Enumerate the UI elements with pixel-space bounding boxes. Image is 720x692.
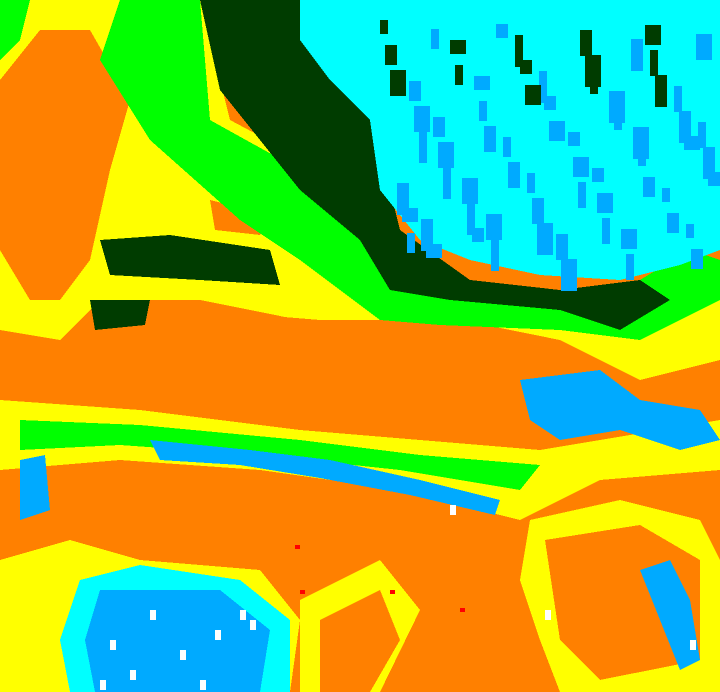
blue-speckle: [380, 20, 388, 34]
blue-speckle: [698, 122, 706, 148]
blue-speckle: [643, 177, 655, 197]
blue-speckle: [414, 106, 430, 132]
red-speckle: [300, 590, 305, 594]
blue-speckle: [556, 234, 568, 260]
blue-speckle: [645, 25, 661, 45]
white-speckle: [150, 610, 156, 620]
blue-speckle: [602, 218, 610, 244]
white-speckle: [215, 630, 221, 640]
blue-speckle: [462, 178, 478, 204]
blue-speckle: [532, 198, 544, 224]
white-speckle: [130, 670, 136, 680]
blue-speckle: [525, 85, 541, 105]
blue-speckle: [609, 91, 625, 123]
white-speckle: [240, 610, 246, 620]
blue-speckle: [484, 126, 496, 152]
blue-speckle: [674, 86, 682, 112]
blue-speckle: [650, 50, 658, 76]
blue-speckle: [544, 96, 556, 110]
dark-green-strip-2: [90, 300, 150, 330]
blue-speckle: [421, 219, 433, 251]
white-speckle: [100, 680, 106, 690]
white-speckle: [180, 650, 186, 660]
blue-speckle: [407, 233, 415, 253]
blue-speckle: [662, 188, 670, 202]
blue-speckle: [539, 71, 547, 103]
blue-speckle: [655, 75, 667, 107]
blue-speckle: [578, 182, 586, 208]
blue-speckle: [631, 39, 643, 71]
blue-speckle: [409, 81, 421, 101]
blue-speckle: [585, 55, 601, 87]
blue-speckle: [438, 142, 454, 168]
white-speckle: [545, 610, 551, 620]
red-speckle: [295, 545, 300, 549]
blue-speckle: [568, 132, 580, 146]
blue-speckle: [573, 157, 589, 177]
blue-bottom-right: [640, 560, 700, 670]
blue-bottom-left: [85, 590, 270, 692]
blue-speckle: [443, 167, 451, 199]
blue-speckle: [402, 208, 418, 222]
blue-speckle: [385, 45, 397, 65]
blue-speckle: [590, 80, 598, 94]
blue-speckle: [491, 239, 499, 271]
blue-speckle: [431, 29, 439, 49]
blue-speckle: [397, 183, 409, 215]
blue-speckle: [419, 131, 427, 163]
blue-speckle: [496, 24, 508, 38]
blue-speckle: [467, 203, 475, 235]
blue-speckle: [626, 254, 634, 280]
red-speckle: [460, 608, 465, 612]
blue-speckle: [592, 168, 604, 182]
blue-speckle: [696, 34, 712, 60]
blue-speckle: [508, 162, 520, 188]
blue-speckle: [614, 116, 622, 130]
dark-green-region: [200, 0, 670, 330]
blue-edge-patch: [20, 455, 50, 520]
orange-bottom-mid: [320, 590, 400, 692]
blue-speckle: [549, 121, 565, 141]
orange-diagonal: [0, 30, 130, 300]
blue-speckle: [503, 137, 511, 157]
blue-speckle: [537, 223, 553, 255]
blue-speckle: [633, 127, 649, 159]
blue-speckle: [426, 244, 442, 258]
blue-speckle: [527, 173, 535, 193]
blue-speckle: [638, 152, 646, 166]
blue-speckle: [450, 40, 466, 54]
blue-speckle: [684, 136, 700, 150]
blue-speckle: [515, 35, 523, 67]
blue-speckle: [703, 147, 715, 179]
blue-speckle: [621, 229, 637, 249]
blue-speckle: [597, 193, 613, 213]
blue-speckle: [474, 76, 490, 90]
blue-speckle: [561, 259, 577, 291]
blue-speckle: [433, 117, 445, 137]
blue-speckle: [479, 101, 487, 121]
white-speckle: [690, 640, 696, 650]
blue-speckle: [390, 70, 406, 96]
blue-speckle: [679, 111, 691, 143]
white-speckle: [110, 640, 116, 650]
blue-speckle: [455, 65, 463, 85]
green-left-edge: [0, 0, 30, 60]
blue-speckle: [708, 172, 720, 186]
orange-band: [60, 310, 620, 410]
blue-speckle: [520, 60, 532, 74]
blue-speckle: [686, 224, 694, 238]
blue-right-patch: [520, 370, 720, 450]
red-speckle: [390, 590, 395, 594]
white-speckle: [450, 505, 456, 515]
blue-speckle: [580, 30, 592, 56]
blue-speckle: [667, 213, 679, 233]
white-speckle: [250, 620, 256, 630]
blue-streak: [150, 440, 500, 515]
white-speckle: [200, 680, 206, 690]
blue-speckle: [486, 214, 502, 240]
dark-green-strip: [100, 235, 280, 285]
blue-speckle: [472, 228, 484, 242]
blue-speckle: [691, 249, 703, 269]
